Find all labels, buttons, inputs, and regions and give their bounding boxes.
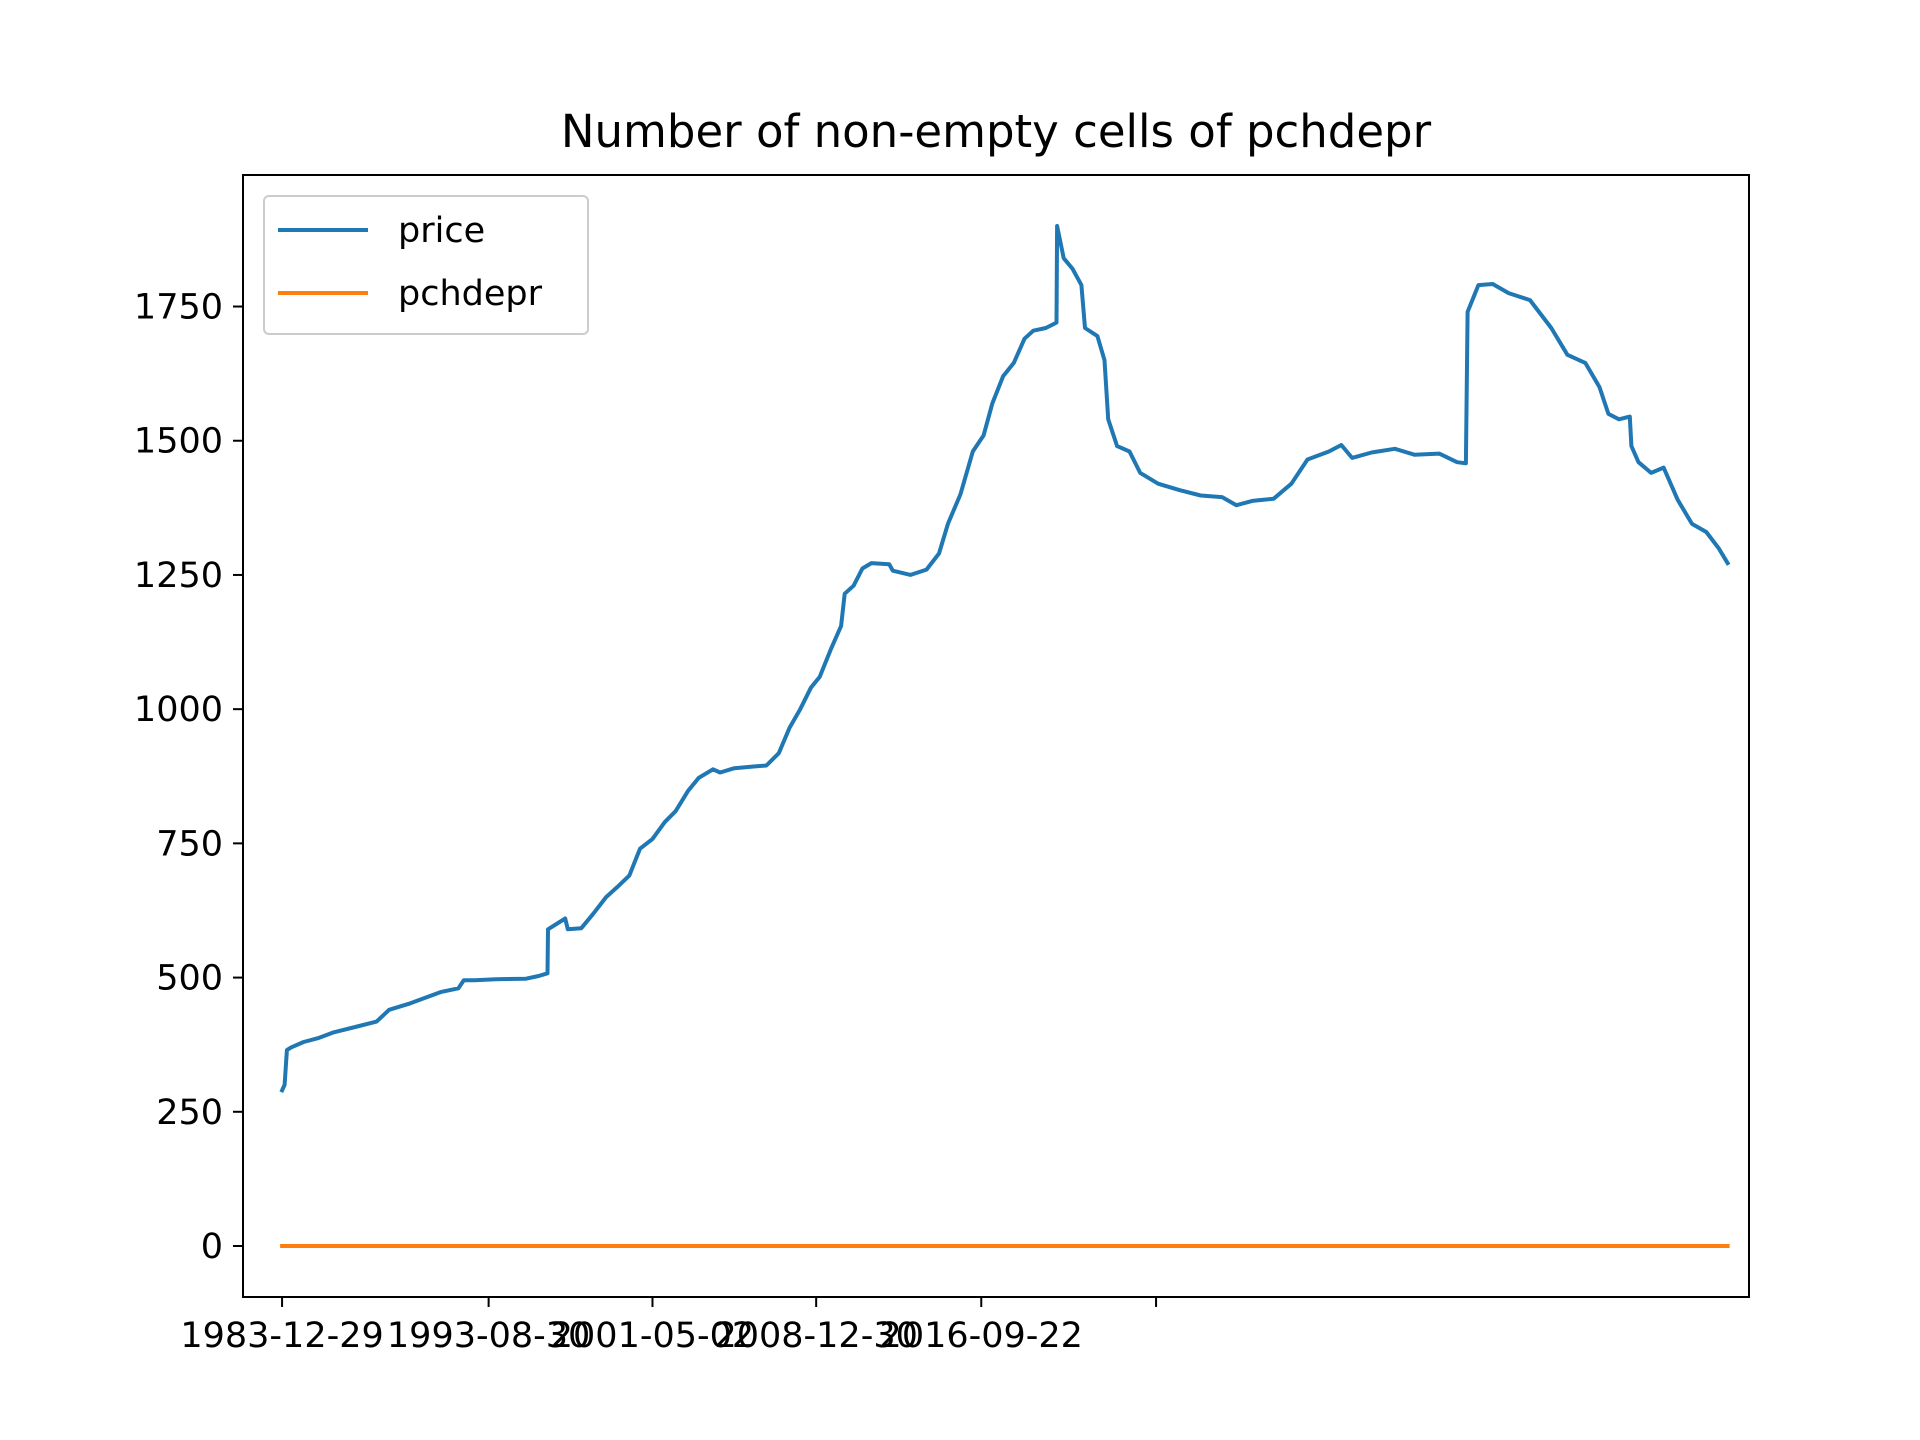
y-tick-label: 1750 bbox=[134, 288, 223, 328]
series-layer bbox=[279, 224, 1731, 1248]
x-tick-label: 1983-12-29 bbox=[180, 1316, 383, 1356]
y-tick-label: 1000 bbox=[134, 690, 223, 730]
x-tick-label: 2008-12-30 bbox=[714, 1316, 917, 1356]
legend-label-price: price bbox=[398, 211, 485, 251]
series-line-price bbox=[279, 224, 1731, 1093]
y-tick-label: 750 bbox=[156, 824, 223, 864]
x-tick-label: 1993-08-30 bbox=[387, 1316, 590, 1356]
y-axis: 0 250 500 750 1000 1250 1500 1750 bbox=[134, 288, 243, 1267]
x-axis: 1983-12-29 1993-08-302001-05-022008-12-30… bbox=[180, 1297, 1158, 1356]
y-tick-label: 250 bbox=[156, 1093, 223, 1133]
y-tick-label: 500 bbox=[156, 959, 223, 999]
y-tick-label: 1500 bbox=[134, 422, 223, 462]
chart-title: Number of non-empty cells of pchdepr bbox=[561, 105, 1432, 158]
x-tick-label: 2016-09-22 bbox=[880, 1316, 1083, 1356]
axes-frame bbox=[242, 174, 1750, 1298]
plot-area bbox=[243, 175, 1749, 1297]
y-tick-label: 0 bbox=[201, 1227, 223, 1267]
x-tick-label: 2001-05-02 bbox=[551, 1316, 754, 1356]
legend: price pchdepr bbox=[263, 195, 589, 335]
y-tick-label: 1250 bbox=[134, 556, 223, 596]
legend-label-pchdepr: pchdepr bbox=[398, 274, 543, 314]
